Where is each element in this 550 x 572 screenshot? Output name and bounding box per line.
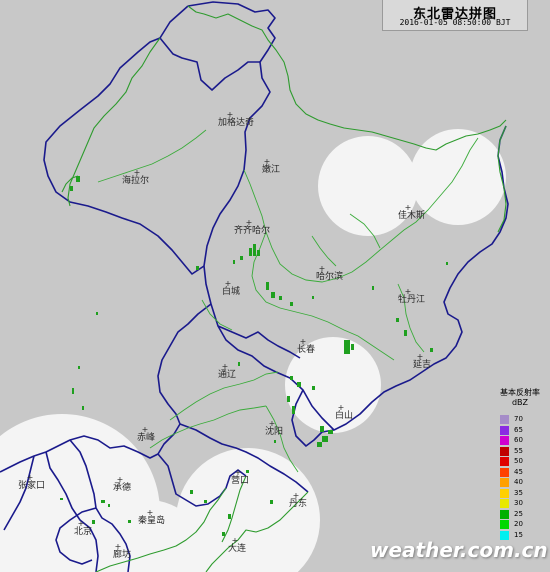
city-label: 大连 [228, 542, 246, 554]
legend-swatch [500, 520, 509, 529]
radar-echoes [60, 176, 448, 536]
city-marker: + [225, 279, 232, 288]
legend-row: 40 [500, 477, 540, 488]
city-marker: + [246, 218, 253, 227]
legend-value: 15 [514, 530, 523, 539]
city-marker: + [142, 425, 149, 434]
legend-row: 20 [500, 519, 540, 530]
legend-row: 50 [500, 456, 540, 467]
map-timestamp: 2016-01-05 08:50:00 BJT [399, 18, 511, 27]
legend-swatch [500, 499, 509, 508]
legend-row: 70 [500, 414, 540, 425]
city-marker: + [27, 473, 34, 482]
city-marker: + [222, 362, 229, 371]
city-marker: + [269, 419, 276, 428]
city-marker: + [264, 157, 271, 166]
reflectivity-legend: 基本反射率 dBZ 70 65 60 55 50 45 40 35 30 25 20 15 [492, 388, 548, 548]
city-label: 长春 [297, 343, 315, 355]
city-marker: + [227, 110, 234, 119]
city-label: 哈尔滨 [316, 270, 343, 282]
city-marker: + [417, 352, 424, 361]
city-label: 加格达奇 [218, 116, 254, 128]
legend-row: 45 [500, 467, 540, 478]
legend-swatch [500, 488, 509, 498]
city-label: 营口 [231, 474, 249, 486]
legend-value: 25 [514, 509, 523, 518]
national-border-and-rivers [61, 5, 507, 572]
legend-swatch [500, 530, 509, 540]
legend-swatch [500, 509, 509, 519]
legend-swatch [500, 478, 509, 487]
legend-value: 20 [514, 520, 523, 528]
legend-row: 55 [500, 446, 540, 457]
title-box: 东北雷达拼图 2016-01-05 08:50:00 BJT [382, 0, 528, 31]
city-label: 赤峰 [137, 432, 155, 443]
legend-row: 35 [500, 488, 540, 499]
city-layer: +加格达奇+海拉尔+嫩江+齐齐哈尔+佳木斯+哈尔滨+白城 +牡丹江+长春+延吉+通… [18, 110, 431, 560]
legend-value: 35 [514, 488, 523, 497]
city-marker: + [405, 287, 412, 296]
city-label: 白山 [335, 409, 353, 421]
legend-value: 30 [514, 499, 523, 507]
legend-value: 50 [514, 457, 523, 465]
rivers [97, 129, 479, 473]
legend-unit: dBZ [511, 398, 529, 407]
city-label: 秦皇岛 [138, 514, 165, 526]
city-label: 嫩江 [262, 163, 280, 175]
city-label: 佳木斯 [398, 209, 425, 221]
legend-value: 70 [514, 415, 523, 423]
legend-swatch [500, 446, 509, 456]
legend-title: 基本反射率 [500, 388, 540, 397]
legend-value: 65 [514, 425, 523, 434]
city-marker: + [235, 468, 242, 477]
city-marker: + [405, 203, 412, 212]
city-label: 丹东 [289, 497, 307, 509]
watermark: weather.com.cn [370, 538, 548, 562]
city-marker: + [232, 536, 239, 545]
legend-swatch [500, 425, 509, 435]
legend-swatch [500, 436, 509, 445]
legend-value: 60 [514, 436, 523, 444]
city-marker: + [78, 519, 85, 528]
city-marker: + [117, 475, 124, 484]
legend-value: 55 [514, 446, 523, 455]
legend-value: 45 [514, 467, 523, 476]
legend-row: 25 [500, 509, 540, 520]
legend-value: 40 [514, 478, 523, 486]
city-label: 白城 [222, 285, 240, 297]
legend-row: 30 [500, 498, 540, 509]
city-marker: + [134, 168, 141, 177]
city-marker: + [319, 264, 326, 273]
province-borders [0, 1, 509, 572]
city-marker: + [300, 337, 307, 346]
legend-row: 15 [500, 530, 540, 541]
city-label: 延吉 [413, 358, 431, 370]
legend-row: 65 [500, 425, 540, 436]
city-label: 张家口 [18, 479, 45, 491]
legend-swatch [500, 457, 509, 466]
legend-row: 60 [500, 435, 540, 446]
city-label: 北京 [74, 525, 92, 537]
city-label: 海拉尔 [122, 174, 149, 186]
city-label: 通辽 [218, 369, 236, 380]
city-label: 牡丹江 [398, 293, 425, 305]
city-marker: + [293, 491, 300, 500]
city-marker: + [338, 403, 345, 412]
city-label: 齐齐哈尔 [234, 224, 270, 236]
legend-swatch [500, 415, 509, 424]
legend-rows: 70 65 60 55 50 45 40 35 30 25 20 15 [500, 414, 540, 540]
legend-swatch [500, 467, 509, 477]
city-marker: + [147, 508, 154, 517]
city-label: 沈阳 [265, 425, 283, 437]
city-label: 承德 [113, 481, 131, 493]
map-title: 东北雷达拼图 [412, 7, 497, 22]
city-marker: + [115, 542, 122, 551]
city-label: 廊坊 [113, 548, 131, 560]
